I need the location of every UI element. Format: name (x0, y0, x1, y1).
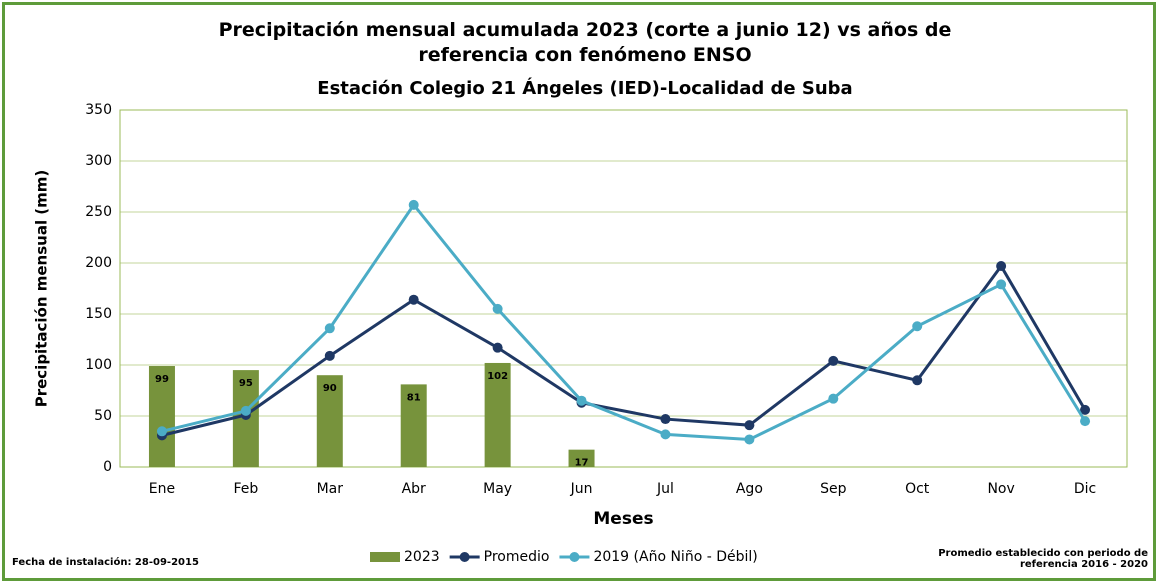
data-label: 99 (155, 374, 169, 385)
bar (484, 362, 511, 467)
y-tick-label: 100 (85, 357, 112, 373)
point (324, 323, 335, 334)
y-tick-label: 300 (85, 153, 112, 169)
point (240, 405, 251, 416)
point (1080, 416, 1091, 427)
x-tick-label: Ene (149, 481, 175, 497)
point (492, 303, 503, 314)
plot-border (119, 109, 1128, 468)
data-label: 102 (487, 371, 508, 382)
x-tick-label: Jul (656, 481, 674, 497)
point (408, 294, 419, 305)
x-tick-label: Dic (1074, 481, 1096, 497)
x-tick-label: Nov (987, 481, 1014, 497)
legend-swatch (569, 552, 580, 562)
legend-swatch (459, 552, 470, 562)
y-tick-label: 50 (94, 408, 112, 424)
y-tick-label: 0 (103, 459, 112, 475)
legend-label: Promedio (484, 549, 550, 565)
legend-label: 2019 (Año Niño - Débil) (593, 549, 757, 565)
y-tick-label: 200 (85, 255, 112, 271)
x-tick-label: Sep (820, 481, 847, 497)
data-label: 95 (239, 378, 253, 389)
point (828, 393, 839, 404)
data-label: 81 (407, 392, 421, 403)
x-tick-label: Oct (905, 481, 930, 497)
point (744, 434, 755, 445)
bar (568, 449, 595, 467)
point (912, 375, 923, 386)
point (408, 199, 419, 210)
point (912, 321, 923, 332)
y-tick-label: 350 (85, 102, 112, 118)
legend-label: 2023 (404, 549, 440, 565)
x-tick-label: Feb (233, 481, 258, 497)
chart-title: Precipitación mensual acumulada 2023 (co… (218, 19, 952, 66)
point (996, 261, 1007, 272)
point (576, 395, 587, 406)
x-tick-label: Ago (736, 481, 763, 497)
point (996, 279, 1007, 290)
bar (316, 375, 343, 467)
point (744, 420, 755, 431)
point (492, 342, 503, 353)
point (1080, 404, 1091, 415)
point (324, 350, 335, 361)
x-tick-label: May (483, 481, 512, 497)
bar (148, 366, 175, 467)
bar (400, 384, 427, 467)
y-tick-label: 250 (85, 204, 112, 220)
x-tick-label: Mar (317, 481, 344, 497)
data-label: 17 (575, 458, 589, 469)
note-left: Fecha de instalación: 28-09-2015 (12, 557, 199, 568)
y-axis-title: Precipitación mensual (mm) (33, 170, 51, 408)
chart-subtitle: Estación Colegio 21 Ángeles (IED)-Locali… (317, 78, 853, 99)
line (161, 202, 1087, 441)
data-label: 90 (323, 383, 337, 394)
point (156, 426, 167, 437)
point (828, 355, 839, 366)
y-tick-label: 150 (85, 306, 112, 322)
point (660, 429, 671, 440)
note-right: Promedio establecido con periodo de refe… (938, 548, 1148, 570)
x-tick-label: Jun (570, 481, 593, 497)
x-axis-title: Meses (593, 509, 653, 529)
line (161, 263, 1087, 437)
legend-swatch (370, 552, 400, 562)
x-tick-label: Abr (402, 481, 426, 497)
point (660, 414, 671, 425)
